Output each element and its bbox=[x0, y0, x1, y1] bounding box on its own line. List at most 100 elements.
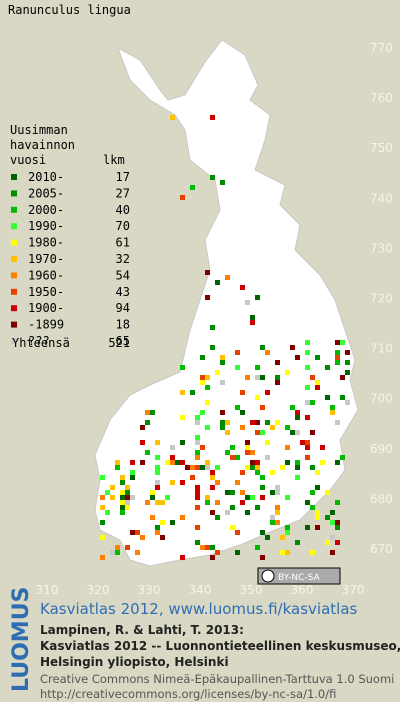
observation-dot bbox=[180, 555, 185, 560]
observation-dot bbox=[230, 505, 235, 510]
observation-dot bbox=[160, 520, 165, 525]
legend-label: 2005- bbox=[28, 186, 64, 200]
observation-dot bbox=[330, 405, 335, 410]
observation-dot bbox=[180, 460, 185, 465]
observation-dot bbox=[120, 510, 125, 515]
x-axis-label: 320 bbox=[87, 583, 110, 597]
observation-dot bbox=[310, 465, 315, 470]
observation-dot bbox=[200, 410, 205, 415]
observation-dot bbox=[290, 405, 295, 410]
observation-dot bbox=[100, 535, 105, 540]
observation-dot bbox=[305, 500, 310, 505]
observation-dot bbox=[295, 460, 300, 465]
observation-dot bbox=[335, 350, 340, 355]
observation-dot bbox=[140, 440, 145, 445]
observation-dot bbox=[110, 495, 115, 500]
observation-dot bbox=[180, 480, 185, 485]
observation-dot bbox=[310, 375, 315, 380]
observation-dot bbox=[155, 455, 160, 460]
observation-dot bbox=[295, 415, 300, 420]
observation-dot bbox=[295, 410, 300, 415]
observation-dot bbox=[260, 475, 265, 480]
observation-dot bbox=[205, 545, 210, 550]
y-axis-label: 690 bbox=[370, 442, 393, 456]
observation-dot bbox=[210, 555, 215, 560]
observation-dot bbox=[210, 345, 215, 350]
observation-dot bbox=[235, 530, 240, 535]
atlas-link[interactable]: Kasviatlas 2012, www.luomus.fi/kasviatla… bbox=[40, 600, 358, 618]
observation-dot bbox=[200, 445, 205, 450]
observation-dot bbox=[320, 445, 325, 450]
observation-dot bbox=[250, 495, 255, 500]
observation-dot bbox=[305, 340, 310, 345]
observation-dot bbox=[180, 515, 185, 520]
observation-dot bbox=[265, 350, 270, 355]
observation-dot bbox=[200, 465, 205, 470]
y-axis-label: 760 bbox=[370, 91, 393, 105]
observation-dot bbox=[195, 495, 200, 500]
observation-dot bbox=[200, 375, 205, 380]
observation-dot bbox=[335, 355, 340, 360]
observation-dot bbox=[195, 525, 200, 530]
observation-dot bbox=[130, 495, 135, 500]
observation-dot bbox=[195, 485, 200, 490]
observation-dot bbox=[205, 495, 210, 500]
observation-dot bbox=[335, 420, 340, 425]
observation-dot bbox=[270, 520, 275, 525]
observation-dot bbox=[220, 180, 225, 185]
observation-dot bbox=[275, 510, 280, 515]
observation-dot bbox=[310, 430, 315, 435]
observation-dot bbox=[335, 360, 340, 365]
observation-dot bbox=[310, 505, 315, 510]
observation-dot bbox=[220, 355, 225, 360]
observation-dot bbox=[335, 500, 340, 505]
observation-dot bbox=[125, 500, 130, 505]
observation-dot bbox=[245, 375, 250, 380]
legend-label: -1899 bbox=[28, 318, 64, 332]
legend-label: 1960- bbox=[28, 268, 64, 282]
observation-dot bbox=[245, 495, 250, 500]
observation-dot bbox=[265, 420, 270, 425]
observation-dot bbox=[290, 345, 295, 350]
observation-dot bbox=[330, 550, 335, 555]
observation-dot bbox=[265, 390, 270, 395]
observation-dot bbox=[105, 510, 110, 515]
observation-dot bbox=[305, 415, 310, 420]
observation-dot bbox=[315, 470, 320, 475]
observation-dot bbox=[335, 340, 340, 345]
observation-dot bbox=[170, 460, 175, 465]
observation-dot bbox=[210, 475, 215, 480]
legend-swatch bbox=[11, 305, 17, 312]
observation-dot bbox=[305, 350, 310, 355]
observation-dot bbox=[215, 280, 220, 285]
observation-dot bbox=[240, 425, 245, 430]
legend-label: 2000- bbox=[28, 203, 64, 217]
badge-text: BY-NC-SA bbox=[278, 573, 321, 583]
observation-dot bbox=[290, 430, 295, 435]
observation-dot bbox=[170, 455, 175, 460]
observation-dot bbox=[210, 115, 215, 120]
observation-dot bbox=[115, 465, 120, 470]
y-axis-label: 730 bbox=[370, 241, 393, 255]
observation-dot bbox=[265, 440, 270, 445]
legend-total: 521 bbox=[108, 336, 130, 350]
legend-label: 1970- bbox=[28, 252, 64, 266]
observation-dot bbox=[120, 475, 125, 480]
legend-swatch bbox=[11, 288, 17, 295]
observation-dot bbox=[250, 460, 255, 465]
observation-dot bbox=[245, 300, 250, 305]
observation-dot bbox=[225, 450, 230, 455]
observation-dot bbox=[340, 395, 345, 400]
observation-dot bbox=[335, 540, 340, 545]
observation-dot bbox=[150, 515, 155, 520]
observation-dot bbox=[245, 445, 250, 450]
observation-dot bbox=[120, 505, 125, 510]
observation-dot bbox=[215, 515, 220, 520]
observation-dot bbox=[180, 440, 185, 445]
observation-dot bbox=[315, 355, 320, 360]
legend-label: 1990- bbox=[28, 219, 64, 233]
observation-dot bbox=[195, 505, 200, 510]
observation-dot bbox=[175, 460, 180, 465]
observation-dot bbox=[100, 475, 105, 480]
